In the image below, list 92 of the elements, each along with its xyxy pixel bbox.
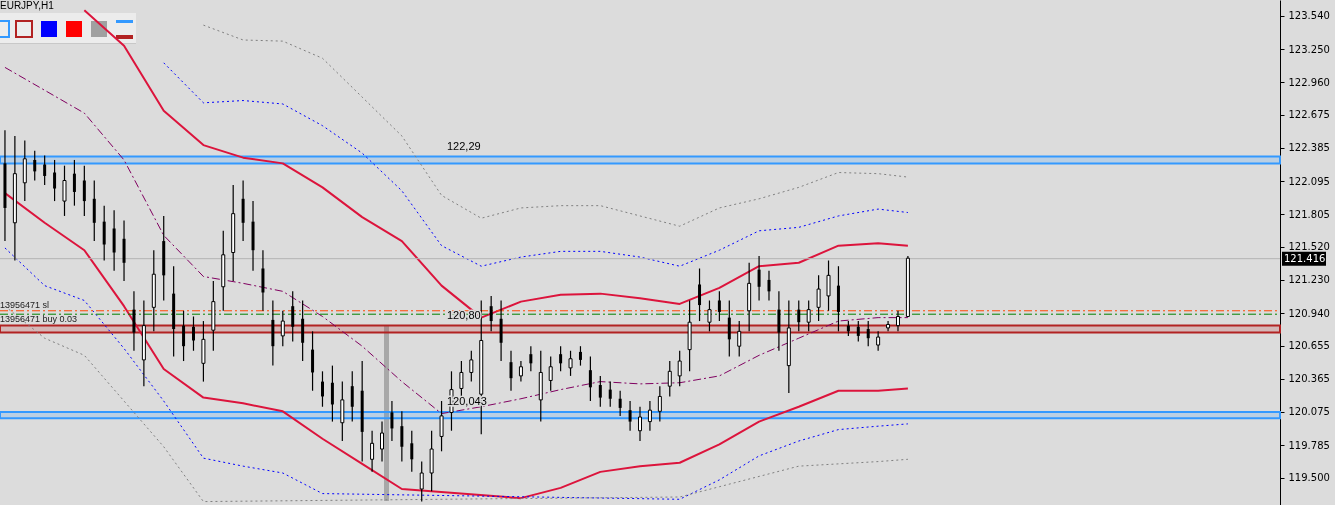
candlestick [182, 310, 186, 362]
y-tick-label: 120.940 [1288, 307, 1330, 319]
candlestick [618, 390, 622, 417]
y-tick-label: 122.960 [1288, 76, 1330, 88]
y-tick-label: 123.540 [1288, 10, 1330, 22]
candlestick [301, 299, 305, 362]
y-tick-label: 122.675 [1288, 109, 1330, 121]
candlestick [638, 406, 642, 442]
candlestick [469, 350, 474, 383]
y-tick-label: 122.385 [1288, 142, 1330, 154]
y-tick-label: 120.655 [1288, 340, 1330, 352]
candlestick [856, 320, 860, 343]
candlestick [698, 267, 702, 322]
line-series [202, 24, 909, 227]
candlestick [370, 430, 375, 473]
candlestick [568, 350, 573, 377]
candlestick [62, 165, 67, 217]
candlestick [598, 375, 602, 408]
candlestick [291, 290, 295, 343]
candlestick [518, 360, 523, 383]
candlestick [429, 430, 434, 492]
candlestick [122, 219, 126, 282]
candlestick [410, 430, 414, 473]
ref-line-label: 121.416 [1284, 252, 1326, 264]
y-tick-label: 119.785 [1288, 439, 1330, 451]
candlestick [350, 370, 354, 423]
candlestick [548, 355, 553, 392]
line-series [83, 9, 909, 319]
candlestick [529, 345, 533, 372]
ref-line-label: 13956471 sl [0, 299, 50, 310]
candlestick [677, 350, 682, 387]
candlestick [439, 400, 444, 452]
y-tick-label: 121.230 [1288, 274, 1330, 286]
candlestick [201, 320, 206, 383]
candlestick [92, 179, 96, 242]
candlestick [82, 165, 86, 217]
candlestick [588, 355, 592, 402]
candlestick [777, 290, 781, 352]
candlestick [509, 350, 513, 392]
chart-title: EURJPY,H1 [0, 0, 55, 11]
candlestick [191, 315, 195, 352]
candlestick [767, 270, 771, 302]
candlestick [112, 209, 116, 272]
candlestick [499, 299, 503, 362]
candlestick [608, 381, 612, 408]
candlestick [43, 154, 47, 186]
candlestick [33, 150, 37, 182]
candlestick [727, 299, 731, 358]
y-tick-label: 121.805 [1288, 208, 1330, 220]
candlestick [647, 400, 652, 432]
candlestick [419, 460, 424, 503]
y-tick-label: 121.520 [1288, 241, 1330, 253]
candlestick [380, 421, 385, 463]
y-tick-label: 119.500 [1288, 472, 1330, 484]
candlestick [559, 345, 563, 372]
y-tick-label: 123.250 [1288, 43, 1330, 55]
candlestick [311, 330, 315, 392]
candlestick [489, 295, 493, 332]
candlestick [241, 179, 245, 242]
y-tick-label: 122.095 [1288, 175, 1330, 187]
candlestick [895, 310, 900, 332]
line-series [163, 62, 909, 267]
candlestick [330, 365, 334, 423]
candlestick [102, 205, 106, 262]
candlestick [53, 159, 57, 202]
candlestick [578, 345, 582, 367]
candlestick [657, 385, 662, 423]
candlestick [737, 320, 742, 358]
candlestick [667, 360, 672, 398]
candlestick [816, 274, 821, 322]
candlestick [628, 400, 632, 432]
candlestick [826, 259, 831, 312]
candlestick [261, 249, 265, 312]
candlestick [340, 381, 345, 442]
candlestick [797, 299, 801, 332]
ref-line-label: 13956471 buy 0.03 [0, 314, 78, 325]
candlestick [707, 299, 712, 332]
y-tick-label: 120.075 [1288, 406, 1330, 418]
candlestick [320, 370, 324, 408]
candlestick [806, 299, 811, 332]
candlestick [22, 139, 27, 202]
candlestick [280, 310, 285, 347]
candlestick [757, 255, 761, 302]
candlestick [400, 410, 404, 463]
candlestick [866, 320, 870, 347]
candlestick [390, 400, 394, 442]
candlestick [132, 290, 136, 352]
band-label: 122,29 [447, 139, 481, 152]
candlestick [717, 290, 721, 322]
candlestick [876, 330, 881, 352]
candlestick [72, 159, 76, 207]
y-tick-label: 120.365 [1288, 373, 1330, 385]
